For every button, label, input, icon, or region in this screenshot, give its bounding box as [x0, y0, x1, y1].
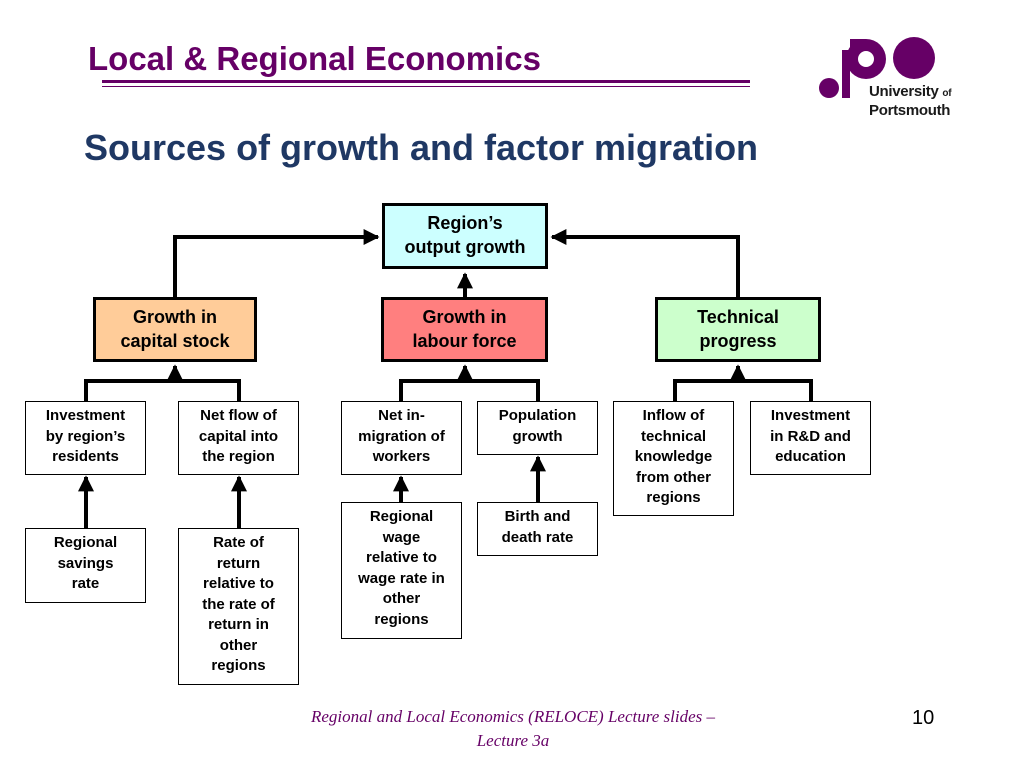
slide-title: Sources of growth and factor migration: [84, 127, 759, 168]
connector-labour-group: [399, 379, 540, 401]
box-net-flow-capital: Net flow of capital into the region: [178, 401, 299, 475]
box-output-growth: Region’s output growth: [382, 203, 548, 269]
header-title: Local & Regional Economics: [88, 40, 541, 77]
header-rule: [102, 80, 750, 89]
connector-tech-group: [673, 379, 813, 401]
box-inflow-technical-knowledge: Inflow of technical knowledge from other…: [613, 401, 734, 516]
page-number: 10: [912, 707, 935, 729]
box-investment-rd-education: Investment in R&D and education: [750, 401, 871, 475]
box-regional-wage: Regional wage relative to wage rate in o…: [341, 502, 462, 639]
box-investment-residents: Investment by region’s residents: [25, 401, 146, 475]
university-logo-text: University of Portsmouth: [869, 83, 952, 119]
connector-capital-group: [84, 379, 241, 401]
box-rate-of-return: Rate of return relative to the rate of r…: [178, 528, 299, 685]
box-net-in-migration: Net in- migration of workers: [341, 401, 462, 475]
box-regional-savings-rate: Regional savings rate: [25, 528, 146, 603]
box-population-growth: Population growth: [477, 401, 598, 455]
logo-line1: University: [869, 83, 939, 100]
connector-capital-to-output: [173, 229, 380, 298]
connector-tech-to-output: [550, 229, 740, 298]
university-logo-icon: [819, 37, 935, 98]
logo-line2: Portsmouth: [869, 102, 951, 119]
box-labour-force: Growth in labour force: [381, 297, 548, 362]
box-birth-death-rate: Birth and death rate: [477, 502, 598, 556]
logo-of: of: [942, 88, 952, 99]
box-technical-progress: Technical progress: [655, 297, 821, 362]
footer-text: Regional and Local Economics (RELOCE) Le…: [310, 707, 715, 750]
box-capital-stock: Growth in capital stock: [93, 297, 257, 362]
